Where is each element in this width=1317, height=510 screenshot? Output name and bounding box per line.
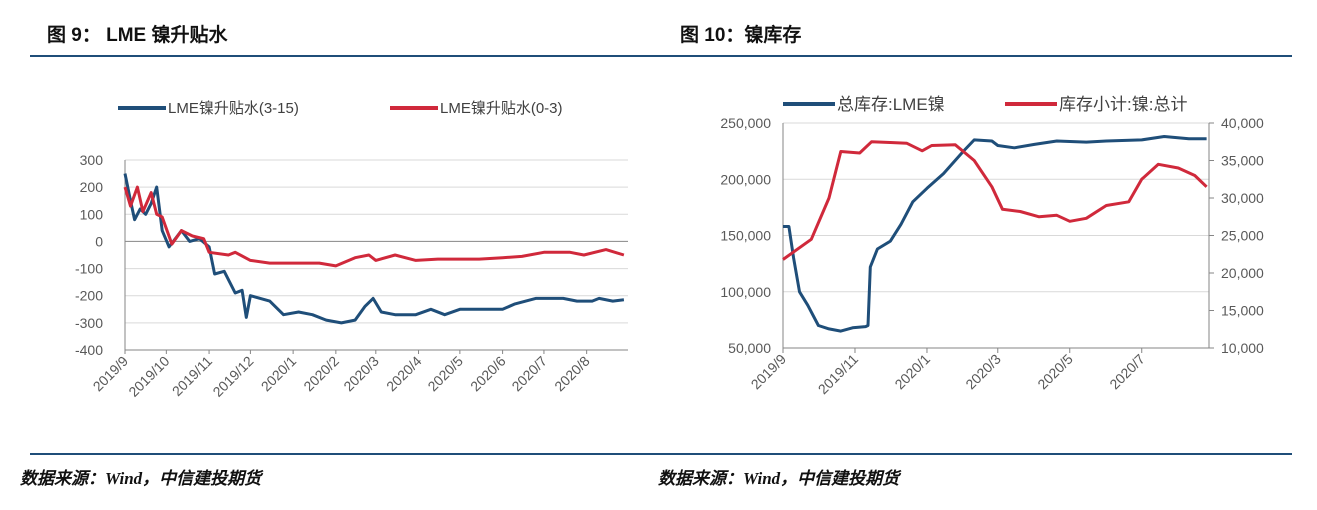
y-tick-label: -200 (75, 288, 103, 304)
x-tick-label: 2020/8 (551, 353, 593, 395)
bottom-divider (30, 453, 1292, 455)
x-tick-label: 2020/2 (300, 353, 342, 395)
x-tick-label: 2019/9 (748, 351, 790, 393)
y-right-tick-label: 20,000 (1221, 265, 1264, 281)
x-tick-label: 2020/1 (891, 351, 933, 393)
series-line-1 (123, 173, 625, 325)
legend-label: 总库存:LME镍 (837, 95, 945, 114)
y-tick-label: 100 (80, 206, 104, 222)
left-source: 数据来源：Wind，中信建投期货 (20, 469, 262, 488)
y-left-tick-label: 150,000 (720, 228, 771, 244)
y-tick-label: 200 (80, 179, 104, 195)
x-tick-label: 2020/7 (508, 353, 550, 395)
legend-label: LME镍升贴水(0-3) (440, 99, 563, 117)
y-right-tick-label: 10,000 (1221, 340, 1264, 356)
y-tick-label: 0 (95, 233, 103, 249)
x-tick-label: 2020/3 (340, 353, 382, 395)
right-chart-title: 图 10：镍库存 (680, 25, 802, 46)
legend-label: LME镍升贴水(3-15) (168, 99, 299, 117)
y-tick-label: -300 (75, 315, 103, 331)
y-left-tick-label: 50,000 (728, 340, 771, 356)
y-tick-label: -400 (75, 342, 103, 358)
x-tick-label: 2020/5 (1034, 351, 1076, 393)
x-tick-label: 2020/5 (424, 353, 466, 395)
y-right-tick-label: 15,000 (1221, 303, 1264, 319)
series-line-2 (782, 140, 1208, 261)
x-tick-label: 2019/10 (125, 353, 172, 400)
x-tick-label: 2020/1 (258, 353, 300, 395)
y-right-tick-label: 35,000 (1221, 153, 1264, 169)
x-tick-label: 2019/11 (169, 353, 216, 400)
series-line-1 (783, 135, 1207, 333)
y-right-tick-label: 25,000 (1221, 228, 1264, 244)
y-right-tick-label: 40,000 (1221, 115, 1264, 131)
y-left-tick-label: 200,000 (720, 171, 771, 187)
y-left-tick-label: 100,000 (720, 284, 771, 300)
y-tick-label: 300 (80, 152, 104, 168)
y-right-tick-label: 30,000 (1221, 190, 1264, 206)
series-line-2 (123, 185, 625, 268)
left-chart-title: 图 9： LME 镍升贴水 (47, 25, 228, 46)
legend-label: 库存小计:镍:总计 (1059, 95, 1187, 114)
x-tick-label: 2019/11 (815, 351, 862, 398)
x-tick-label: 2020/4 (383, 353, 425, 395)
y-tick-label: -100 (75, 261, 103, 277)
right-source: 数据来源：Wind，中信建投期货 (658, 469, 900, 488)
y-left-tick-label: 250,000 (720, 115, 771, 131)
x-tick-label: 2020/6 (467, 353, 509, 395)
x-tick-label: 2019/12 (209, 353, 256, 400)
x-tick-label: 2020/3 (962, 351, 1004, 393)
x-tick-label: 2020/7 (1106, 351, 1148, 393)
top-divider (30, 55, 1292, 57)
